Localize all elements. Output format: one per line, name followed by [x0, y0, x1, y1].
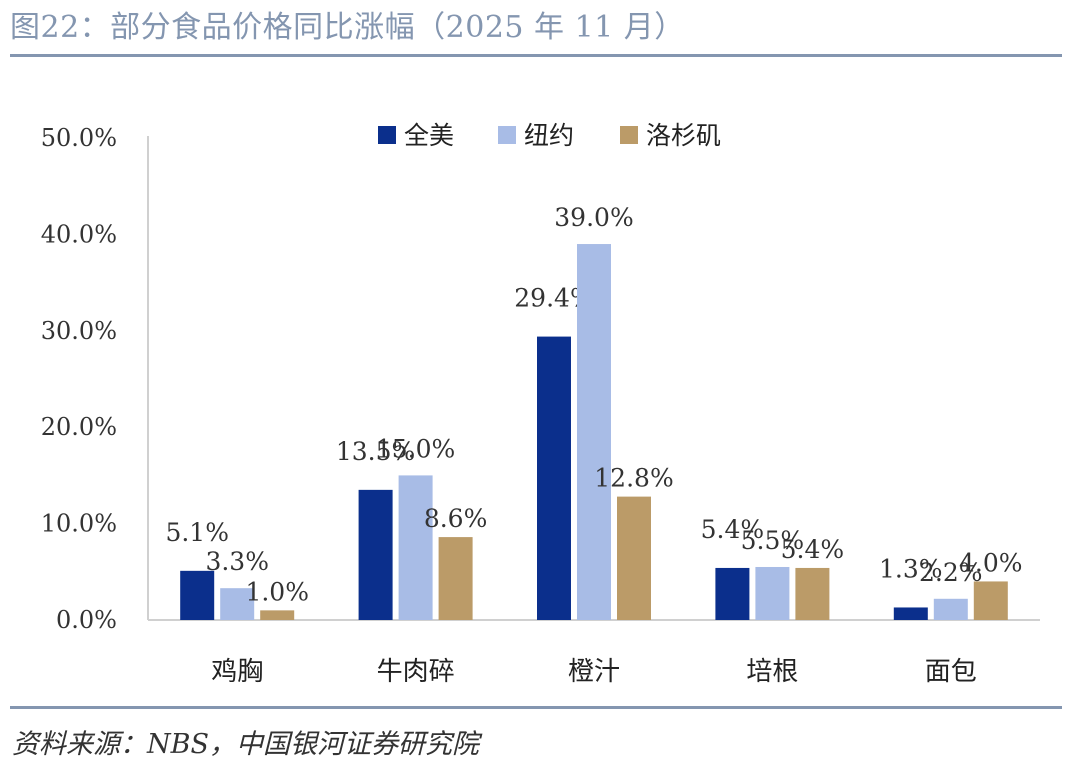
data-label: 5.4%	[781, 535, 845, 564]
data-label: 4.0%	[959, 548, 1023, 577]
legend-swatch	[378, 126, 396, 144]
category-label: 牛肉碎	[377, 657, 455, 687]
data-label: 12.8%	[594, 464, 673, 493]
legend-label: 洛杉矶	[646, 121, 721, 150]
bar-3	[617, 496, 651, 620]
data-label: 15.0%	[376, 434, 455, 463]
y-tick-label: 30.0%	[41, 317, 117, 345]
bar-3	[973, 581, 1008, 620]
data-label: 8.6%	[424, 504, 488, 533]
source-divider	[10, 706, 1062, 709]
data-label: 5.4%	[701, 515, 765, 544]
category-label: 面包	[925, 657, 977, 687]
bar-2	[933, 598, 968, 620]
data-label: 3.3%	[205, 547, 269, 576]
legend-swatch	[620, 126, 638, 144]
bar-3	[795, 567, 830, 620]
category-label: 鸡胸	[211, 657, 263, 687]
data-label: 39.0%	[554, 203, 633, 232]
y-tick-label: 50.0%	[41, 124, 117, 152]
legend-label: 纽约	[524, 121, 574, 150]
legend-swatch	[498, 126, 516, 144]
bar-3	[438, 537, 473, 620]
bar-2	[220, 588, 255, 620]
data-label: 1.0%	[245, 577, 309, 606]
data-label: 5.1%	[165, 518, 229, 547]
data-label: 1.3%	[879, 554, 943, 583]
bar-3	[260, 610, 295, 620]
source-note: 资料来源：NBS，中国银河证券研究院	[12, 729, 479, 760]
bar-1	[180, 570, 215, 620]
bar-1	[893, 607, 928, 620]
data-label: 5.5%	[741, 526, 805, 555]
title-divider	[10, 54, 1062, 57]
y-tick-label: 20.0%	[41, 413, 117, 441]
y-tick-label: 0.0%	[56, 606, 117, 634]
legend-label: 全美	[404, 121, 454, 150]
bar-1	[537, 336, 571, 620]
category-label: 橙汁	[568, 657, 620, 687]
y-tick-label: 10.0%	[41, 510, 117, 538]
chart-title: 图22：部分食品价格同比涨幅（2025 年 11 月）	[10, 10, 685, 45]
bar-1	[358, 489, 393, 620]
data-label: 2.2%	[919, 558, 983, 587]
category-label: 培根	[746, 657, 798, 687]
bar-2	[398, 475, 433, 620]
bar-2	[577, 244, 611, 621]
data-label: 13.5%	[336, 437, 415, 466]
bar-2	[755, 566, 790, 620]
y-tick-label: 40.0%	[41, 220, 117, 248]
bar-1	[715, 567, 750, 620]
